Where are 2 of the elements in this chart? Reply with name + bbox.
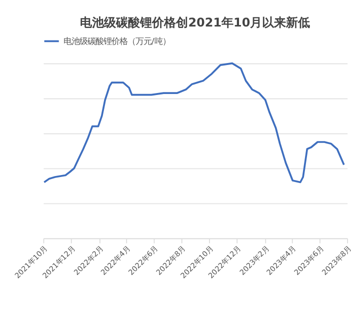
- chart-title: 电池级碳酸锂价格创2021年10月以来新低: [80, 15, 310, 30]
- legend-label: 电池级碳酸锂价格（万元/吨）: [64, 36, 170, 46]
